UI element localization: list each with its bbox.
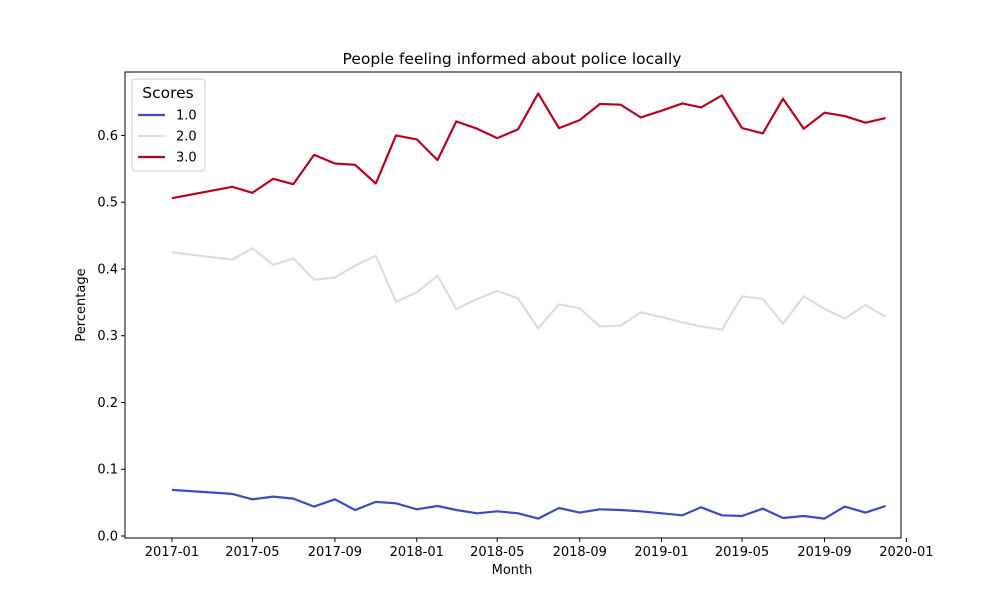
x-tick-label: 2019-01: [634, 545, 688, 560]
plot-area: [125, 72, 901, 538]
chart-title: People feeling informed about police loc…: [343, 50, 682, 68]
legend-label: 2.0: [176, 130, 197, 145]
y-tick-label: 0.4: [97, 262, 118, 277]
x-tick-label: 2017-05: [225, 545, 279, 560]
x-tick-label: 2017-09: [308, 545, 362, 560]
y-tick-label: 0.2: [97, 396, 118, 411]
plot-frame: [124, 71, 902, 539]
x-tick-label: 2018-09: [553, 545, 607, 560]
x-tick-label: 2019-05: [715, 545, 769, 560]
series-line-2-0: [171, 247, 887, 331]
y-tick-label: 0.0: [97, 529, 118, 544]
series-line-3-0: [171, 92, 886, 200]
series-line-1-0: [171, 488, 886, 520]
x-tick-label: 2018-01: [390, 545, 444, 560]
x-axis-label: Month: [492, 563, 533, 578]
legend-title: Scores: [142, 84, 194, 102]
x-tick-label: 2017-01: [145, 545, 199, 560]
y-axis-label: Percentage: [74, 268, 89, 341]
legend-items: 1.0 2.0 3.0: [138, 109, 197, 166]
y-tick-label: 0.5: [97, 196, 118, 211]
legend-label: 1.0: [176, 109, 197, 124]
x-tick-label: 2020-01: [879, 545, 933, 560]
legend-label: 3.0: [176, 151, 197, 166]
y-tick-label: 0.1: [97, 463, 118, 478]
legend-box: [131, 78, 206, 172]
x-tick-label: 2018-05: [470, 545, 524, 560]
y-tick-label: 0.6: [97, 129, 118, 144]
y-tick-label: 0.3: [97, 329, 118, 344]
x-tick-label: 2019-09: [797, 545, 851, 560]
x-axis: 2017-01 2017-05 2017-09 2018-01 2018-05 2018-…: [145, 538, 934, 560]
y-axis: 0.0 0.1 0.2 0.3 0.4 0.5 0.6: [97, 129, 125, 544]
legend: Scores 1.0 2.0 3.0: [131, 78, 206, 172]
series-lines: [171, 92, 887, 520]
